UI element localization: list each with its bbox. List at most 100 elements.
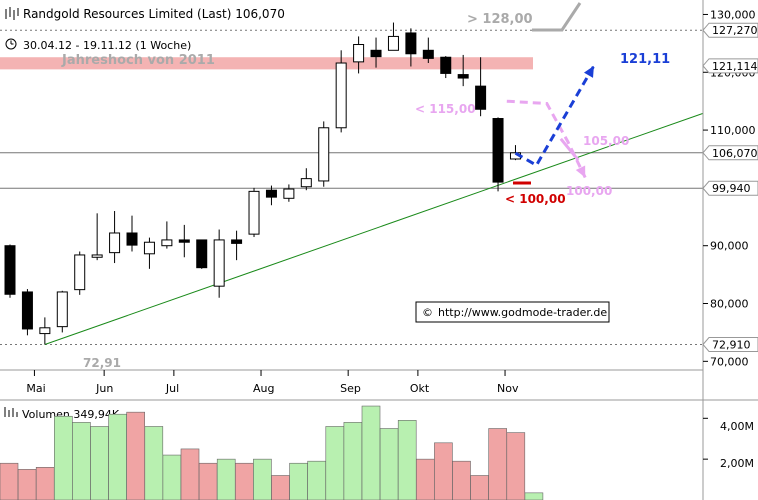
volume-bar bbox=[35, 467, 55, 500]
lt-115-label: < 115,00 bbox=[415, 102, 476, 116]
x-tick-label: Mai bbox=[26, 382, 45, 395]
candle-body bbox=[353, 44, 365, 63]
candle-body bbox=[370, 49, 382, 58]
candle bbox=[492, 117, 504, 192]
x-tick-label: Nov bbox=[497, 382, 519, 395]
candle-body bbox=[4, 245, 16, 295]
volume-bar bbox=[307, 460, 327, 500]
candle bbox=[109, 211, 121, 264]
candle bbox=[248, 187, 260, 238]
candle bbox=[318, 121, 330, 187]
pink-projection-arrow-head bbox=[575, 165, 586, 178]
candle bbox=[457, 54, 469, 87]
clock-icon bbox=[5, 38, 17, 50]
candle bbox=[143, 237, 155, 269]
candle-body bbox=[196, 239, 208, 269]
pink-projection-arrow bbox=[506, 99, 587, 179]
header: Randgold Resources Limited (Last) 106,07… bbox=[5, 7, 285, 52]
volume-tick-4m: 4,00M bbox=[720, 420, 754, 433]
candle-body bbox=[109, 232, 121, 254]
candle bbox=[387, 22, 399, 51]
jahreshoch-label: Jahreshoch von 2011 bbox=[61, 53, 215, 68]
candle bbox=[4, 244, 16, 298]
candle-body bbox=[21, 291, 33, 330]
candle-body bbox=[178, 239, 190, 243]
volume-tick-2m: 2,00M bbox=[720, 457, 754, 470]
svg-text:©: © bbox=[422, 306, 433, 319]
volume-bar bbox=[253, 458, 272, 500]
volume-icon bbox=[4, 407, 18, 417]
candle-body bbox=[161, 239, 173, 247]
volume-header: Volumen 349,94K bbox=[4, 407, 120, 421]
candle bbox=[283, 184, 295, 202]
level-105-label: 105,00 bbox=[583, 134, 629, 148]
candle-body bbox=[422, 49, 434, 59]
volume-bar bbox=[325, 426, 345, 500]
candle bbox=[178, 224, 190, 258]
candle-body bbox=[335, 62, 347, 129]
candle bbox=[161, 221, 173, 249]
volume-bar bbox=[271, 475, 290, 500]
candle-body bbox=[126, 232, 138, 246]
candle bbox=[300, 168, 312, 191]
resistance-band bbox=[0, 57, 533, 70]
candle-body bbox=[91, 254, 103, 258]
price-marker-box bbox=[702, 58, 758, 74]
candle bbox=[370, 37, 382, 68]
candle bbox=[231, 230, 243, 261]
y-tick-label: 80,000 bbox=[710, 298, 749, 311]
candle bbox=[405, 28, 417, 67]
uptrend-line bbox=[44, 112, 704, 345]
candle-body bbox=[457, 74, 469, 79]
volume-bar bbox=[361, 405, 381, 500]
candle bbox=[39, 317, 51, 345]
volume-bar bbox=[126, 411, 145, 500]
price-marker-box bbox=[702, 145, 758, 161]
candle-body bbox=[405, 32, 417, 55]
y-tick-label: 90,000 bbox=[710, 240, 749, 253]
candle-body bbox=[39, 327, 51, 335]
price-marker: 99,940 bbox=[702, 180, 758, 196]
volume-bar bbox=[488, 428, 508, 500]
price-marker-label: 106,070 bbox=[712, 147, 758, 160]
upper-target-label: 121,11 bbox=[620, 52, 670, 67]
volume-bar bbox=[198, 462, 218, 500]
candle-body bbox=[74, 254, 86, 291]
y-tick-label: 110,000 bbox=[710, 124, 756, 137]
chart-type-icon[interactable] bbox=[5, 7, 19, 20]
candle bbox=[91, 213, 103, 261]
volume-bar bbox=[17, 469, 37, 500]
volume-bar bbox=[162, 454, 182, 500]
volume-bar bbox=[470, 475, 489, 500]
price-axis: 70,00080,00090,000100,000110,000120,0001… bbox=[702, 8, 758, 368]
candle-body bbox=[387, 35, 399, 51]
volume-bar bbox=[415, 458, 435, 500]
candle-body bbox=[143, 241, 155, 255]
copyright-box[interactable]: © http://www.godmode-trader.de bbox=[415, 301, 610, 323]
candle-body bbox=[283, 188, 295, 199]
candle bbox=[335, 50, 347, 133]
volume-bar bbox=[452, 460, 471, 500]
candle bbox=[422, 37, 434, 64]
candle bbox=[196, 239, 208, 269]
candle-body bbox=[475, 85, 487, 110]
price-marker: 121,114 bbox=[702, 58, 758, 74]
candle bbox=[353, 36, 365, 74]
x-tick-label: Sep bbox=[340, 382, 361, 395]
price-marker-label: 121,114 bbox=[712, 60, 758, 73]
volume-bar bbox=[0, 462, 19, 500]
candle-body bbox=[492, 118, 504, 183]
price-marker: 72,910 bbox=[702, 337, 758, 353]
candle bbox=[213, 229, 225, 298]
price-marker-label: 99,940 bbox=[712, 182, 751, 195]
x-tick-label: Okt bbox=[410, 382, 430, 395]
x-tick-label: Jul bbox=[165, 382, 179, 395]
volume-bar bbox=[434, 442, 453, 500]
price-marker-box bbox=[702, 180, 758, 196]
svg-text:< 100,00: < 100,00 bbox=[505, 192, 566, 206]
volume-bar bbox=[289, 462, 308, 500]
x-tick-label: Aug bbox=[253, 382, 274, 395]
blue-projection-arrow-head bbox=[583, 65, 594, 78]
volume-bar bbox=[397, 420, 417, 500]
